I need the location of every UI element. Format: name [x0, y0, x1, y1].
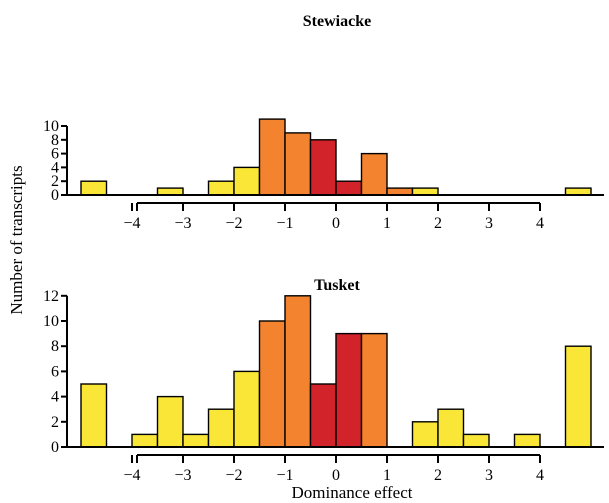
x-tick-label: −4 [123, 467, 140, 484]
bar-8 [309, 383, 337, 448]
x-tick-label: −2 [225, 467, 242, 484]
y-tick-label: 0 [51, 439, 59, 456]
bar-13 [462, 433, 490, 448]
bar-5 [284, 132, 312, 196]
bar-1 [156, 187, 184, 196]
x-tick-label: −1 [276, 467, 293, 484]
bar-3 [233, 166, 261, 196]
bar-14 [513, 433, 541, 448]
bar-5 [233, 370, 261, 448]
bar-1 [131, 433, 159, 448]
bar-0 [80, 383, 108, 448]
x-tick-label: 2 [434, 467, 442, 484]
bar-10 [411, 187, 439, 196]
y-tick-label: 6 [51, 146, 59, 163]
chart-title: Stewiacke [303, 13, 371, 30]
bar-9 [335, 332, 363, 448]
bar-11 [564, 187, 592, 196]
x-tick-label: 3 [485, 467, 493, 484]
bar-4 [258, 118, 286, 196]
x-tick-label: −4 [123, 215, 140, 232]
y-axis-label: Number of transcripts [7, 165, 26, 314]
bar-11 [411, 421, 439, 448]
x-tick-label: 1 [383, 467, 391, 484]
x-tick-label: 1 [383, 215, 391, 232]
x-tick-label: −2 [225, 215, 242, 232]
x-tick-label: −1 [276, 215, 293, 232]
bar-0 [80, 180, 108, 196]
y-tick-label: 6 [51, 363, 59, 380]
x-tick-label: −3 [174, 215, 191, 232]
bar-12 [437, 408, 465, 448]
y-tick-label: 12 [43, 288, 59, 305]
bar-2 [156, 395, 184, 448]
y-tick-label: 4 [51, 389, 59, 406]
y-tick-label: 10 [43, 118, 59, 135]
bar-3 [182, 433, 210, 448]
x-axis-label: Dominance effect [292, 483, 413, 502]
y-tick-label: 0 [51, 187, 59, 204]
x-tick-label: 0 [332, 467, 340, 484]
bar-8 [360, 152, 388, 196]
x-tick-label: 4 [536, 215, 544, 232]
y-tick-label: 2 [51, 173, 59, 190]
y-tick-label: 10 [43, 313, 59, 330]
bar-4 [207, 408, 235, 448]
x-tick-label: −3 [174, 467, 191, 484]
bar-6 [258, 320, 286, 448]
x-tick-label: 4 [536, 467, 544, 484]
bar-7 [335, 180, 363, 196]
bar-7 [284, 295, 312, 448]
y-tick-label: 8 [51, 338, 59, 355]
x-tick-label: 2 [434, 215, 442, 232]
bar-6 [309, 139, 337, 196]
bar-15 [564, 345, 592, 448]
y-tick-label: 4 [51, 159, 59, 176]
x-tick-label: 0 [332, 215, 340, 232]
y-tick-label: 8 [51, 132, 59, 149]
x-tick-label: 3 [485, 215, 493, 232]
chart-title: Tusket [314, 277, 360, 294]
bar-10 [360, 332, 388, 448]
bar-9 [386, 187, 414, 196]
y-tick-label: 2 [51, 414, 59, 431]
bar-2 [207, 180, 235, 196]
